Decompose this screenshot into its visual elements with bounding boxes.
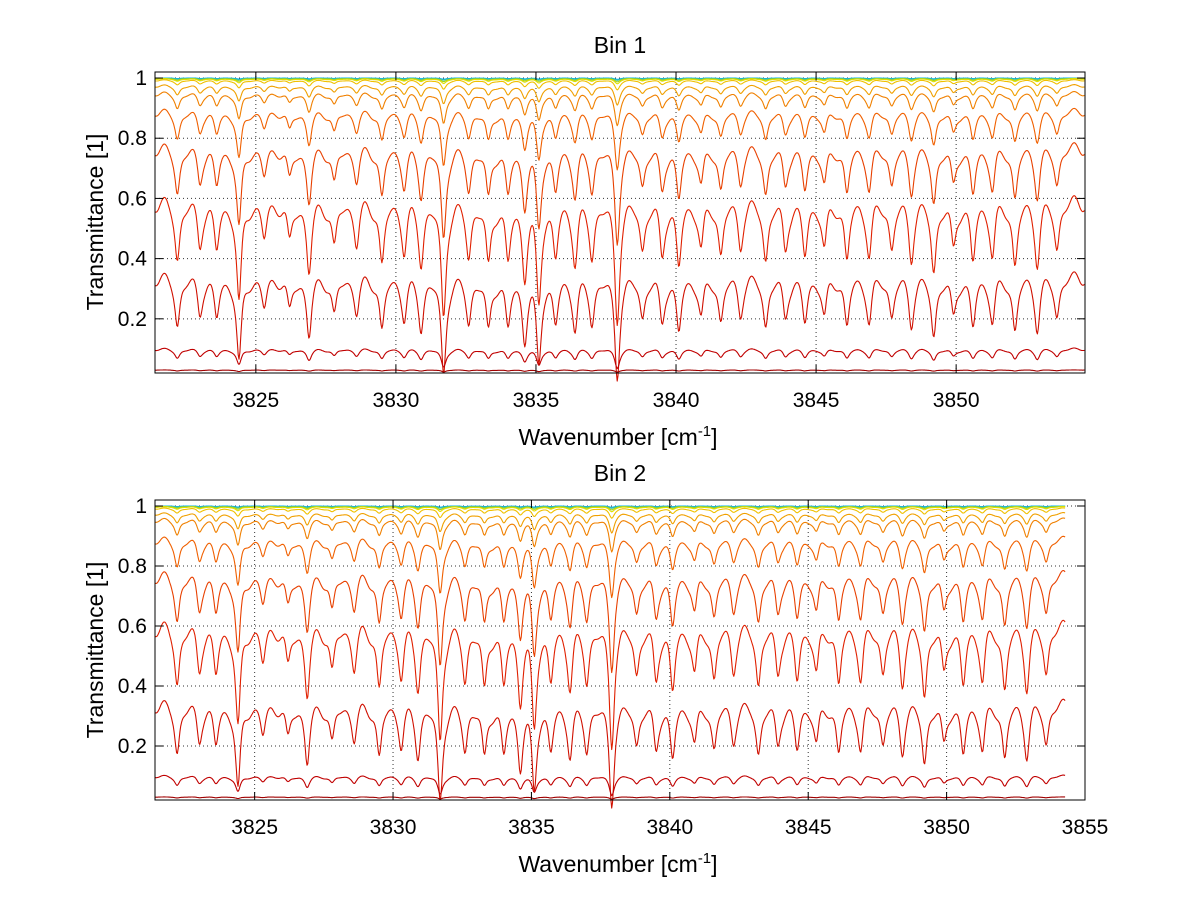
x-tick-label: 3845 <box>793 389 840 412</box>
y-tick-label: 0.6 <box>118 615 147 638</box>
series-line-4 <box>154 79 1085 91</box>
series-line-12 <box>155 796 1066 800</box>
series-group <box>154 77 1085 382</box>
series-line-10 <box>154 271 1085 382</box>
series-group <box>154 505 1066 809</box>
y-tick-label: 0.8 <box>118 127 147 150</box>
x-tick-label: 3850 <box>923 816 970 839</box>
plot-title: Bin 1 <box>594 32 646 58</box>
y-tick-label: 0.8 <box>118 555 147 578</box>
x-ticks: 3825 3830 3835 3840 3845 3850 <box>232 72 980 412</box>
y-axis-label: Transmittance [1] <box>82 562 108 739</box>
axes-box <box>154 71 1086 374</box>
series-line-5 <box>154 512 1066 534</box>
series-line-4 <box>155 507 1066 519</box>
x-tick-label: 3830 <box>373 389 420 412</box>
series-line-6 <box>154 91 1085 127</box>
series-line-2 <box>155 77 1085 83</box>
x-tick-label: 3835 <box>508 816 555 839</box>
series-line-11 <box>154 347 1085 370</box>
y-tick-label: 1 <box>135 67 147 90</box>
series-line-7 <box>154 535 1066 599</box>
series-line-9 <box>154 619 1066 751</box>
series-line-9 <box>154 195 1085 327</box>
x-tick-label: 3855 <box>1062 816 1109 839</box>
series-line-7 <box>154 107 1085 171</box>
x-tick-label: 3845 <box>785 816 832 839</box>
panel-bin-2: Bin 2 3825 3830 3835 3840 3845 3850 3855 0.20.… <box>82 460 1108 877</box>
series-line-1 <box>155 77 1085 81</box>
x-tick-label: 3835 <box>513 389 560 412</box>
y-tick-label: 0.6 <box>118 187 147 210</box>
x-axis-label: Wavenumber [cm-1] <box>518 423 717 450</box>
y-tick-label: 0.4 <box>118 248 148 271</box>
x-tick-label: 3825 <box>232 389 279 412</box>
series-line-10 <box>154 698 1066 809</box>
x-ticks: 3825 3830 3835 3840 3845 3850 3855 <box>231 500 1108 839</box>
y-ticks: 0.2 0.4 0.6 0.8 1 <box>118 67 1085 331</box>
series-line-12 <box>155 369 1085 373</box>
series-line-3 <box>155 78 1085 85</box>
x-tick-label: 3830 <box>370 816 417 839</box>
series-line-8 <box>154 569 1066 674</box>
y-ticks: 0.2 0.4 0.6 0.8 1 <box>118 495 1085 758</box>
panel-bin-1: Bin 1 3825 3830 3835 3840 3845 3850 0.2 0.4 0.6… <box>82 32 1086 450</box>
axes-box <box>154 499 1086 801</box>
y-axis-label: Transmittance [1] <box>82 134 108 311</box>
series-line-8 <box>154 142 1085 246</box>
y-tick-label: 0.4 <box>118 675 148 698</box>
x-tick-label: 3840 <box>646 816 693 839</box>
x-tick-label: 3840 <box>653 389 700 412</box>
y-tick-label: 0.2 <box>118 308 147 331</box>
y-tick-label: 1 <box>135 495 147 518</box>
x-tick-label: 3825 <box>231 816 278 839</box>
series-line-6 <box>154 517 1066 553</box>
y-tick-label: 0.2 <box>118 735 147 758</box>
x-tick-label: 3850 <box>933 389 980 412</box>
plot-title: Bin 2 <box>594 460 646 486</box>
series-line-3 <box>155 506 1066 513</box>
series-line-11 <box>154 774 1066 797</box>
x-axis-label: Wavenumber [cm-1] <box>518 850 717 877</box>
series-line-5 <box>155 84 1085 106</box>
